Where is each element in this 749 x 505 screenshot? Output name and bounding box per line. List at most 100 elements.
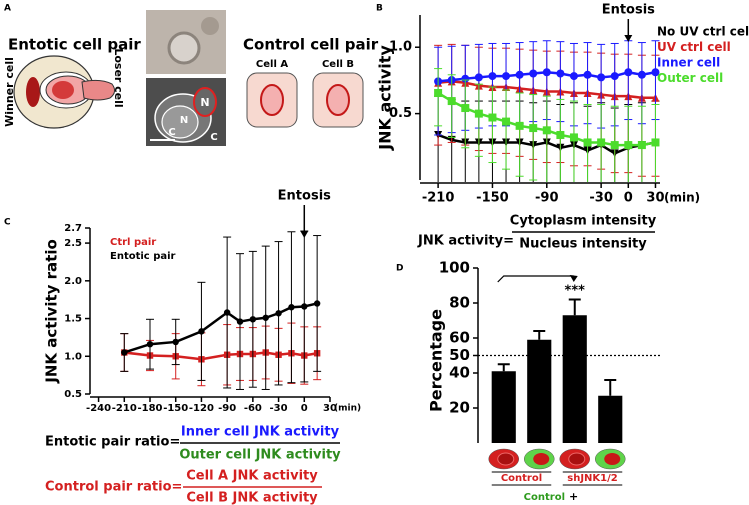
marker [515, 121, 524, 130]
label: Cell B [322, 59, 354, 70]
x-tick-label: -90 [218, 403, 236, 414]
formula-den: Nucleus intensity [519, 237, 647, 252]
label: Loser cell [112, 48, 125, 107]
y-tick-label: 0.5 [389, 106, 412, 121]
formula-lhs: Entotic pair ratio= [45, 435, 180, 450]
y-tick-label: 60 [449, 329, 470, 347]
group-label: shJNK1/2 [567, 473, 618, 484]
x-tick-label: -30 [270, 403, 288, 414]
bracket [497, 275, 574, 283]
series [434, 68, 660, 182]
formula-lhs: JNK activity= [417, 234, 514, 249]
marker [461, 74, 470, 83]
title: Control cell pair [243, 36, 379, 54]
marker [488, 72, 497, 81]
marker [121, 349, 128, 356]
marker [569, 133, 578, 142]
label: N [200, 96, 209, 109]
marker [249, 316, 257, 323]
marker [529, 69, 538, 78]
bar [527, 339, 552, 443]
footer-label: Control [524, 492, 565, 503]
x-tick-label: -150 [476, 191, 509, 206]
legend-entry: Entotic pair [110, 251, 176, 262]
label: N [180, 115, 188, 126]
icon [604, 453, 621, 465]
x-tick-label: -180 [137, 403, 162, 414]
label: C [168, 127, 175, 138]
marker [542, 126, 551, 135]
y-tick-label: 1.0 [389, 40, 412, 55]
marker [651, 138, 660, 147]
marker [301, 303, 308, 310]
formulas: JNK activity= Cytoplasm intensity Nucleu… [45, 214, 657, 505]
arrow-head [300, 231, 309, 238]
y-tick-label: 0.5 [64, 389, 82, 400]
x-tick-label: 30 [646, 191, 664, 206]
y-axis-label: Percentage [427, 309, 446, 412]
title: Entotic cell pair [8, 36, 141, 54]
icon [533, 453, 550, 465]
marker [313, 300, 321, 307]
marker [542, 68, 551, 77]
y-tick-label: 80 [449, 294, 470, 312]
y-tick-label: 20 [449, 399, 470, 417]
panel-label: D [396, 264, 403, 274]
marker [236, 318, 244, 325]
bar [491, 371, 516, 443]
marker [474, 109, 483, 118]
legend-entry: UV ctrl cell [657, 40, 731, 54]
marker [610, 141, 619, 150]
bar [598, 395, 623, 443]
loser-protrusion [81, 79, 116, 101]
x-tick-label: -90 [535, 191, 559, 206]
marker [288, 304, 295, 311]
marker [597, 138, 606, 147]
marker [624, 141, 633, 150]
line-chart: 0.5 1.0 1.5 2.0 2.5 2.7 -240 -210 -180 -150 -120 -9… [43, 189, 362, 415]
formula-lhs: Control pair ratio= [45, 480, 182, 495]
marker [502, 117, 511, 126]
y-tick-label: 1.5 [64, 314, 82, 325]
marker [556, 69, 565, 78]
marker [583, 138, 592, 147]
nucleus [26, 77, 40, 107]
nucleus [52, 81, 74, 99]
y-tick-label: 2.7 [64, 223, 82, 234]
marker [610, 72, 619, 81]
arrow-head [569, 275, 578, 282]
annotation: *** [565, 284, 586, 299]
cell [167, 31, 201, 65]
y-axis-label: JNK activity ratio [43, 239, 61, 384]
legend-entry: Inner cell [657, 56, 720, 70]
icon [568, 452, 586, 466]
marker [651, 68, 660, 77]
label: Cell A [256, 59, 288, 70]
legend-entry: Ctrl pair [110, 237, 156, 248]
x-tick-label: -120 [189, 403, 214, 414]
y-tick-label: 50 [449, 346, 470, 364]
arrow-head [624, 35, 633, 42]
icon [497, 452, 515, 466]
panel-label: B [376, 4, 383, 14]
series-line [124, 351, 318, 361]
nucleus [193, 87, 217, 117]
marker [515, 70, 524, 79]
marker [502, 72, 511, 81]
legend-entry: No UV ctrl cell [657, 25, 749, 39]
y-tick-label: 1.0 [64, 351, 82, 362]
marker [569, 72, 578, 81]
marker [434, 89, 443, 98]
marker [223, 309, 231, 316]
panel-a: Entotic cell pair Winner cell Loser cell… [3, 10, 379, 146]
legend-entry: Outer cell [657, 71, 723, 85]
footer-suffix: + [569, 490, 578, 503]
y-tick-label: 40 [449, 364, 470, 382]
label: Winner cell [3, 57, 16, 127]
y-axis-label: JNK activity [376, 45, 395, 151]
x-unit: (min) [334, 404, 361, 414]
y-tick-label: 100 [439, 259, 470, 277]
marker [146, 341, 154, 348]
